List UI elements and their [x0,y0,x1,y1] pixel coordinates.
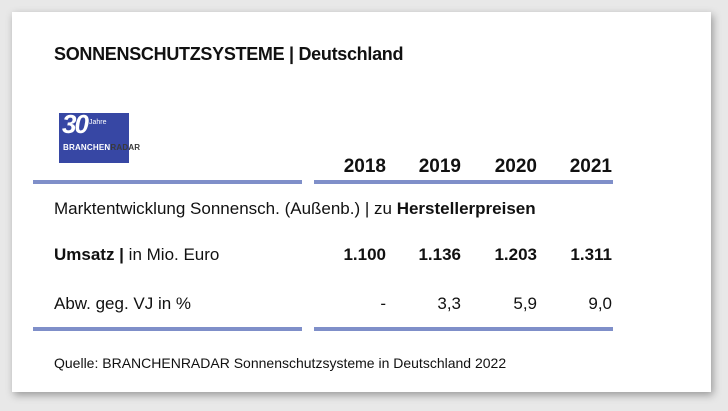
footer-rule-right [314,327,613,331]
header-rule-right [314,180,613,184]
branchenradar-logo: 30 Jahre BRANCHENRADAR [59,109,140,163]
row-label-umsatz: Umsatz | in Mio. Euro [54,245,220,264]
logo-brand-name: BRANCHENRADAR [63,143,141,152]
logo-anniversary-number: 30 [62,109,89,139]
year-header-2018: 2018 [343,156,386,177]
abweichung-2019: 3,3 [437,294,461,313]
page-title: SONNENSCHUTZSYSTEME | Deutschland [54,44,404,64]
row-label-abweichung: Abw. geg. VJ in % [54,294,192,313]
header-rule-left [33,180,302,184]
umsatz-2021: 1.311 [570,245,612,264]
umsatz-2018: 1.100 [343,245,386,264]
footer-rule-left [33,327,302,331]
abweichung-2018: - [380,294,386,313]
umsatz-2019: 1.136 [418,245,461,264]
section-label: Marktentwicklung Sonnensch. (Außenb.) | … [54,199,536,218]
year-header-2020: 2020 [494,156,537,177]
abweichung-2021: 9,0 [588,294,612,313]
umsatz-2020: 1.203 [494,245,537,264]
source-note: Quelle: BRANCHENRADAR Sonnenschutzsystem… [54,355,507,371]
year-header-2021: 2021 [569,156,612,177]
abweichung-2020: 5,9 [513,294,537,313]
year-header-2019: 2019 [418,156,461,177]
logo-years-label: Jahre [89,119,107,126]
report-card: SONNENSCHUTZSYSTEME | Deutschland 30 Jah… [12,12,711,392]
